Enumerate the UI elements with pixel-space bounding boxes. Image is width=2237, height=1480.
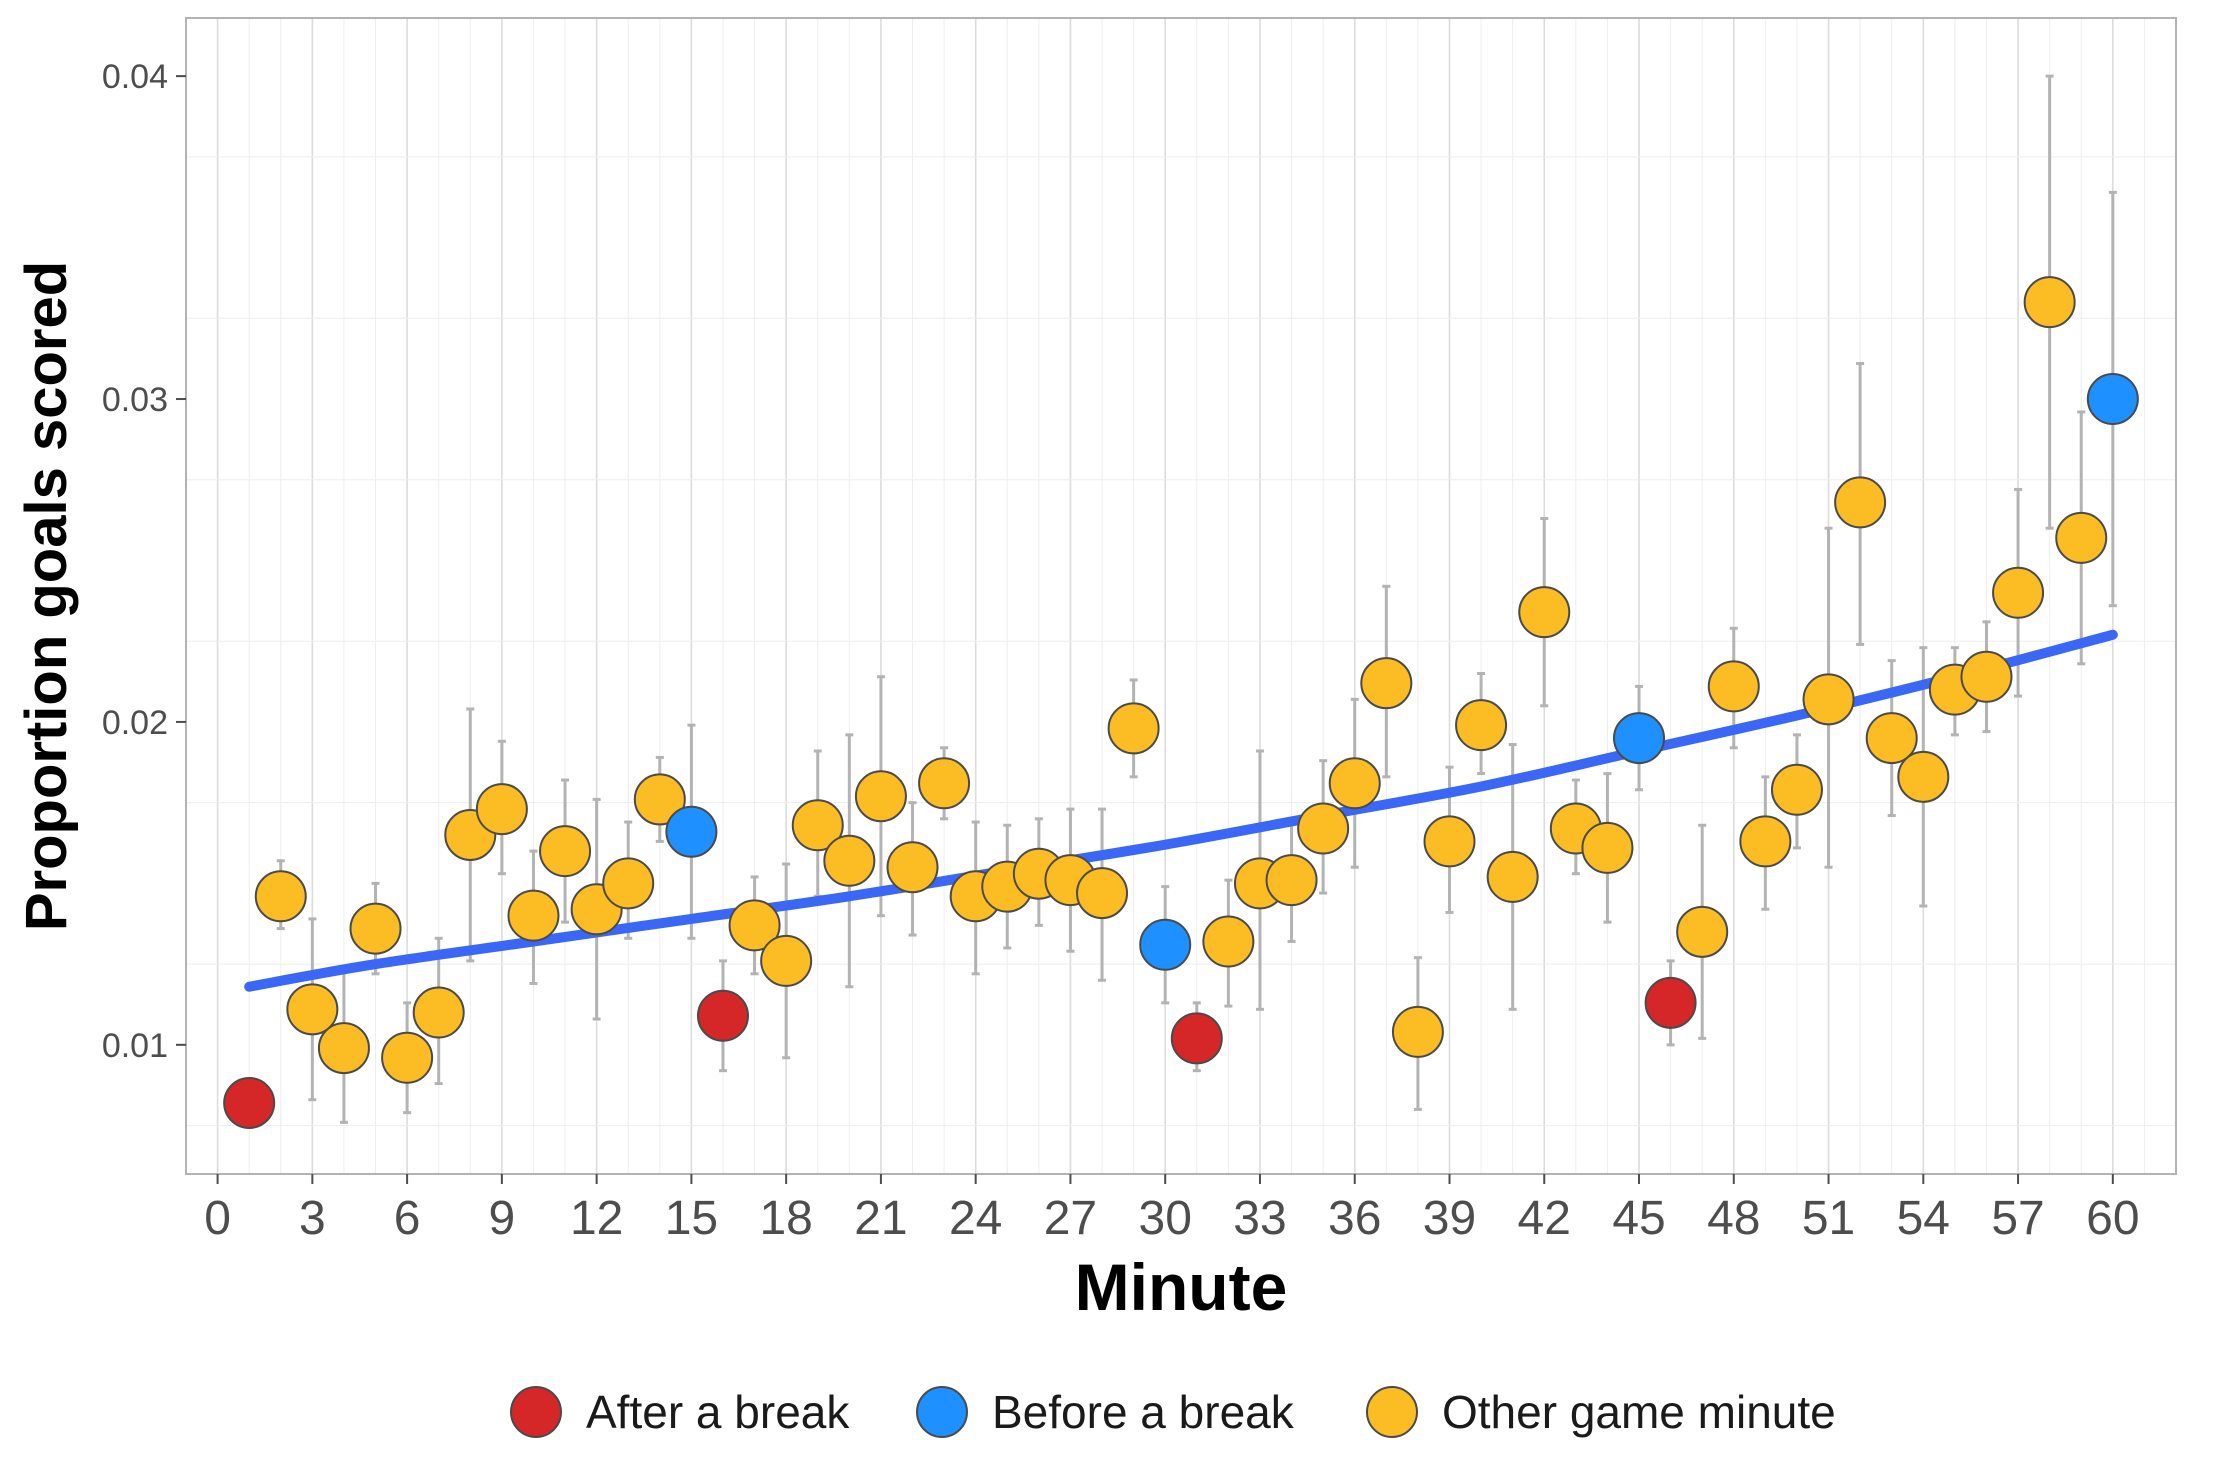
data-point-other <box>539 825 592 878</box>
x-tick-label: 3 <box>299 1192 326 1245</box>
data-point-other <box>349 902 402 955</box>
data-point-other <box>286 983 339 1036</box>
x-axis-title: Minute <box>1075 1250 1288 1324</box>
data-point-other <box>2023 276 2076 329</box>
data-point-other <box>507 889 560 942</box>
data-point-before <box>665 805 718 858</box>
x-tick-label: 51 <box>1802 1192 1855 1245</box>
x-tick-label: 45 <box>1612 1192 1665 1245</box>
data-point-other <box>1676 905 1729 958</box>
data-point-other <box>918 757 971 810</box>
legend-label-before: Before a break <box>992 1386 1295 1438</box>
x-tick-label: 30 <box>1139 1192 1192 1245</box>
data-point-other <box>760 934 813 987</box>
data-point-other <box>886 841 939 894</box>
x-tick-label: 36 <box>1328 1192 1381 1245</box>
x-tick-label: 27 <box>1044 1192 1097 1245</box>
data-point-other <box>1328 757 1381 810</box>
plot-panel <box>185 17 2177 1175</box>
x-tick-label: 60 <box>2086 1192 2139 1245</box>
x-tick-label: 48 <box>1707 1192 1760 1245</box>
x-tick-label: 0 <box>204 1192 231 1245</box>
data-point-other <box>854 770 907 823</box>
x-tick-label: 42 <box>1518 1192 1571 1245</box>
y-axis: 0.01 0.02 0.03 0.04 <box>102 58 186 1065</box>
x-tick-label: 33 <box>1233 1192 1286 1245</box>
data-point-other <box>1297 802 1350 855</box>
data-point-other <box>1897 750 1950 803</box>
data-point-other <box>1802 673 1855 726</box>
data-point-other <box>1770 763 1823 816</box>
data-point-other <box>1202 915 1255 968</box>
data-point-after <box>1644 976 1697 1029</box>
data-point-before <box>1613 712 1666 765</box>
x-tick-label: 57 <box>1991 1192 2044 1245</box>
data-point-other <box>1834 476 1887 529</box>
data-point-other <box>475 783 528 836</box>
y-tick-label: 0.02 <box>102 704 168 742</box>
y-tick-label: 0.01 <box>102 1027 168 1065</box>
data-point-other <box>1360 657 1413 710</box>
data-point-other <box>1960 650 2013 703</box>
x-tick-label: 21 <box>854 1192 907 1245</box>
data-point-other <box>317 1022 370 1075</box>
data-point-other <box>1707 660 1760 713</box>
x-tick-label: 24 <box>949 1192 1002 1245</box>
legend-key-after <box>510 1386 562 1438</box>
x-tick-label: 18 <box>759 1192 812 1245</box>
y-axis-title: Proportion goals scored <box>14 261 79 931</box>
data-point-other <box>1455 699 1508 752</box>
data-point-other <box>1107 702 1160 755</box>
data-point-other <box>1391 1005 1444 1058</box>
x-tick-label: 54 <box>1897 1192 1950 1245</box>
data-point-other <box>1423 815 1476 868</box>
legend-label-after: After a break <box>586 1386 850 1438</box>
data-point-other <box>381 1031 434 1084</box>
data-point-other <box>602 857 655 910</box>
legend-key-other <box>1366 1386 1418 1438</box>
data-point-after <box>223 1076 276 1129</box>
data-point-before <box>2086 373 2139 426</box>
y-tick-label: 0.04 <box>102 58 168 96</box>
legend-label-other: Other game minute <box>1442 1386 1836 1438</box>
data-points <box>223 276 2139 1129</box>
data-point-other <box>728 899 781 952</box>
data-point-other <box>1486 850 1539 903</box>
x-tick-label: 39 <box>1423 1192 1476 1245</box>
data-point-other <box>1265 854 1318 907</box>
data-point-other <box>823 834 876 887</box>
data-point-other <box>1865 712 1918 765</box>
data-point-other <box>1518 586 1571 639</box>
grid <box>185 18 2177 1174</box>
data-point-after <box>1170 1012 1223 1065</box>
data-point-before <box>1139 918 1192 971</box>
y-tick-label: 0.03 <box>102 381 168 419</box>
data-point-other <box>412 986 465 1039</box>
data-point-other <box>254 870 307 923</box>
data-point-other <box>1581 821 1634 874</box>
data-point-other <box>1739 815 1792 868</box>
data-point-other <box>1076 867 1129 920</box>
legend: After a break Before a break Other game mi… <box>510 1386 1836 1438</box>
x-tick-label: 9 <box>489 1192 516 1245</box>
data-point-other <box>633 773 686 826</box>
x-tick-label: 12 <box>570 1192 623 1245</box>
data-point-other <box>791 799 844 852</box>
x-axis: 0 3 6 9 12 15 18 21 24 27 30 33 36 39 42 45 48 51 54 57 60 <box>204 1174 2140 1245</box>
legend-key-before <box>916 1386 968 1438</box>
x-tick-label: 15 <box>665 1192 718 1245</box>
data-point-after <box>696 989 749 1042</box>
data-point-other <box>1992 566 2045 619</box>
x-tick-label: 6 <box>394 1192 421 1245</box>
data-point-other <box>2055 511 2108 564</box>
